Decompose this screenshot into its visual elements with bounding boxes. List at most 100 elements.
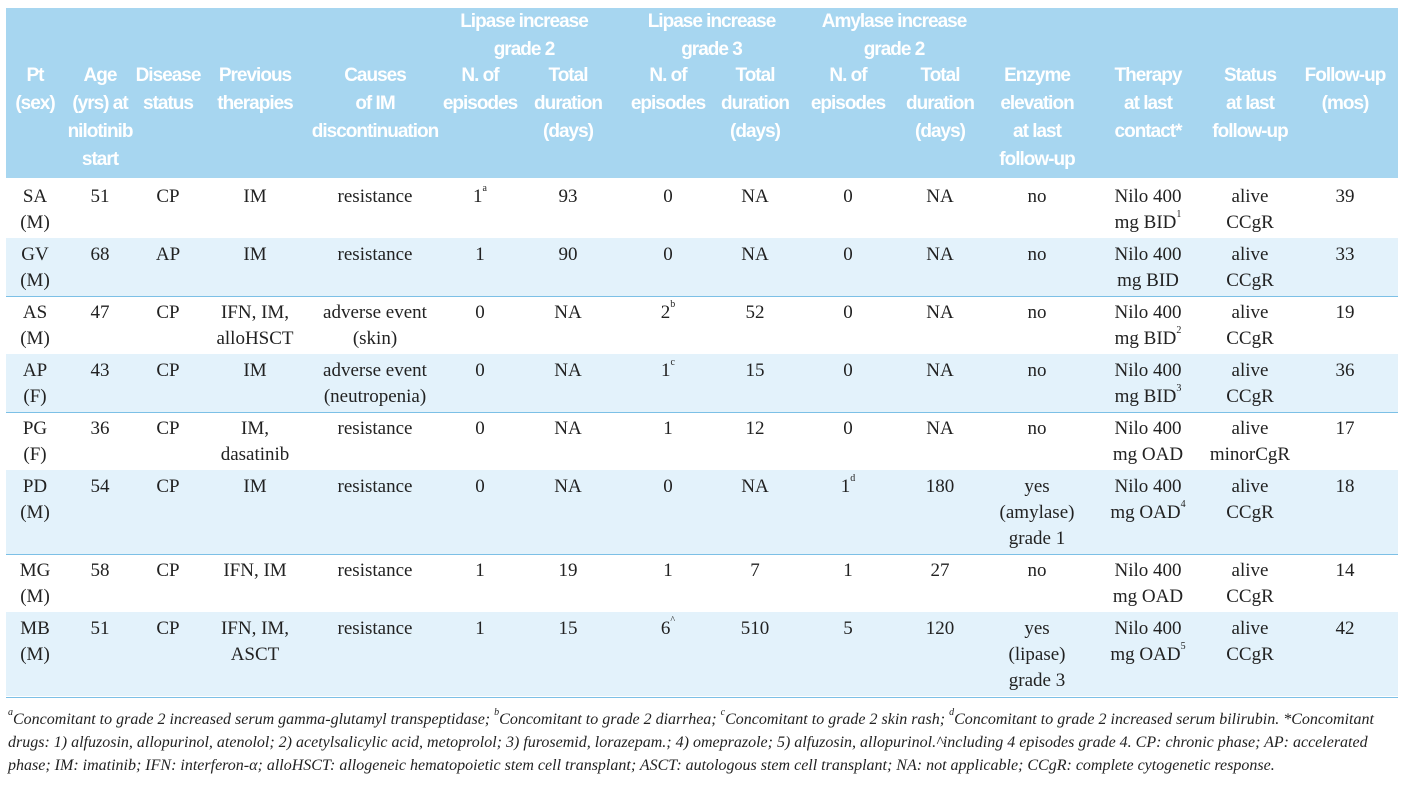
header-text: contact* [1114,121,1183,142]
cell-text: 51 [90,186,110,207]
row-background [6,612,1398,696]
cell: IM [205,358,305,384]
cell: CP [131,558,205,584]
header-text: Causes [344,65,407,86]
header-text: at last [1124,93,1173,114]
cell-text: minorCgR [1209,444,1291,465]
cell: 54 [65,474,135,500]
cell-text: 36 [1335,360,1355,381]
cell-text: CCgR [1226,644,1274,665]
superscript: 4 [1180,499,1186,510]
header-text: Total [548,65,589,86]
column-header: Total duration (days) [713,62,797,146]
group-header: Amylase increase grade 2 [799,8,989,64]
row-separator [6,296,1398,297]
cell: 14 [1299,558,1391,584]
cell: 0 [806,184,890,210]
cell-text: GV [21,244,49,265]
footnote-text: Concomitant to grade 2 skin rash; [725,711,950,728]
column-header: Disease status [131,62,205,118]
cell-text: 0 [475,476,485,497]
cell-text: 93 [558,186,578,207]
cell: 12 [713,416,797,442]
cell-text: 0 [843,186,853,207]
cell-text: (M) [20,212,50,233]
cell: CP [131,300,205,326]
cell-text: mg OAD [1112,586,1184,607]
column-header: Enzyme elevation at last follow-up [985,62,1089,174]
header-text: episodes [442,93,518,114]
cell-text: 1 [475,560,485,581]
cell-text: 39 [1335,186,1355,207]
cell: 36 [65,416,135,442]
header-band [6,8,1398,178]
cell-text: IM [243,244,267,265]
cell-text: IFN, IM, [220,618,290,639]
superscript: c [670,357,675,368]
cell-text: Nilo 400 [1114,418,1182,439]
header-text: duration [534,93,603,114]
header-text: N. of [829,65,867,86]
cell-text: alive [1231,560,1269,581]
cell: NA [713,242,797,268]
cell-text: 36 [90,418,110,439]
cell: NA [526,300,610,326]
header-text: (yrs) at [72,93,128,114]
cell-text: 5 [843,618,853,639]
cell-text: resistance [337,244,413,265]
cell: alive CCgR [1198,184,1302,236]
cell-text: Nilo 400 [1114,302,1182,323]
superscript: b [494,707,500,718]
header-text: Pt [26,65,45,86]
cell: IM, dasatinib [205,416,305,468]
cell-text: yes [1024,476,1050,497]
cell-text: CP [156,560,180,581]
cell: Nilo 400 mg OAD4 [1096,474,1200,526]
cell-text: CP [156,618,180,639]
cell-text: IFN, IM [223,560,287,581]
cell-text: 0 [475,302,485,323]
header-text: follow-up [1212,121,1288,142]
cell-text: no [1027,302,1047,323]
cell-text: Nilo 400 [1114,476,1182,497]
cell: resistance [300,416,450,442]
cell: adverse event (neutropenia) [300,358,450,410]
cell-text: mg OAD [1110,502,1181,523]
cell: alive CCgR [1198,242,1302,294]
column-header: Previous therapies [205,62,305,118]
cell-text: (M) [20,644,50,665]
cell: 0 [806,300,890,326]
cell-text: AP [22,360,48,381]
cell-text: (F) [23,386,47,407]
cell-text: 15 [745,360,765,381]
column-header: Pt (sex) [4,62,66,118]
cell-text: mg BID [1114,386,1177,407]
cell-text: 0 [475,418,485,439]
superscript: 2 [1176,325,1182,336]
cell-text: 51 [90,618,110,639]
cell: 15 [526,616,610,642]
cell: no [985,184,1089,210]
cell-text: CCgR [1226,328,1274,349]
cell: NA [526,474,610,500]
cell: 1 [438,242,522,268]
cell: alive CCgR [1198,300,1302,352]
cell-text: 1 [843,560,853,581]
cell-text: NA [926,418,954,439]
cell: 93 [526,184,610,210]
cell-text: CCgR [1226,586,1274,607]
header-text: of IM [355,93,395,114]
cell-text: yes [1024,618,1050,639]
header-text: duration [721,93,790,114]
header-text: (days) [915,121,966,142]
row-separator [6,554,1398,555]
cell: 0 [806,416,890,442]
cell-text: 180 [925,476,955,497]
cell: 0 [438,300,522,326]
cell-text: 6 [660,618,671,639]
cell-text: CCgR [1226,270,1274,291]
cell-text: no [1027,560,1047,581]
cell: MG (M) [4,558,66,610]
cell-text: (M) [20,270,50,291]
cell: resistance [300,558,450,584]
